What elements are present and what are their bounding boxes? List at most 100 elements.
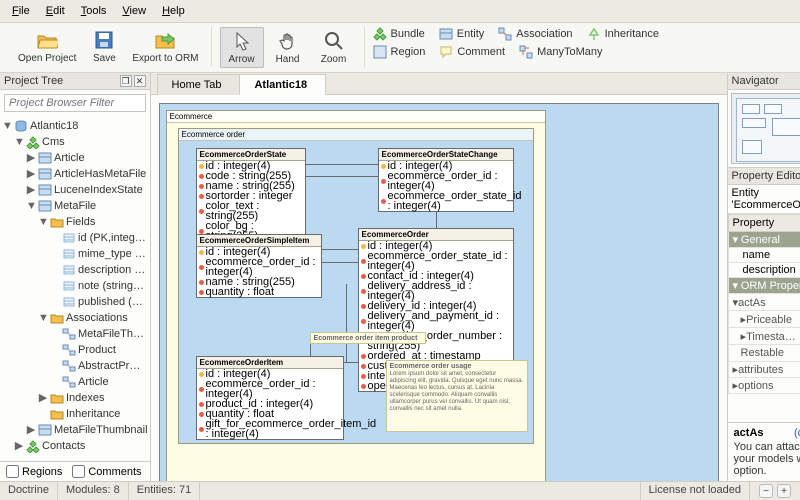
menu-file[interactable]: File bbox=[4, 2, 38, 20]
entity-box[interactable]: EcommerceOrderStateChangeid : integer(4)… bbox=[378, 148, 514, 212]
documentation-link[interactable]: (documentation) bbox=[794, 427, 800, 439]
arrow-tool-button[interactable]: Arrow bbox=[220, 27, 264, 68]
property-grid[interactable]: PropertyValue ▾ General nameEcommerce… d… bbox=[728, 214, 800, 422]
status-entities: Entities: 71 bbox=[129, 482, 200, 500]
tree-node[interactable]: ▼Atlantic18 bbox=[0, 118, 150, 134]
panel-close-icon[interactable]: ✕ bbox=[134, 75, 146, 87]
zoom-in-icon[interactable]: + bbox=[777, 484, 791, 498]
tree-node[interactable]: ▼MetaFile bbox=[0, 198, 150, 214]
tree-node[interactable]: AbstractPr… bbox=[0, 358, 150, 374]
tree-node[interactable]: ▼Fields bbox=[0, 214, 150, 230]
project-filter-input[interactable] bbox=[4, 94, 146, 112]
tree-node[interactable]: Article bbox=[0, 374, 150, 390]
right-dock: Navigator❐✕ Property Editor❐✕ Entity 'Ec… bbox=[727, 73, 800, 481]
navigator-minimap[interactable] bbox=[731, 93, 800, 164]
save-button[interactable]: Save bbox=[82, 27, 126, 66]
zoom-out-icon[interactable]: − bbox=[759, 484, 773, 498]
entity-box[interactable]: EcommerceOrderStateid : integer(4)code :… bbox=[196, 148, 306, 242]
tree-node[interactable]: mime_type … bbox=[0, 246, 150, 262]
menu-tools[interactable]: Tools bbox=[73, 2, 115, 20]
palette-manytomany[interactable]: ManyToMany bbox=[519, 45, 602, 59]
entity-box[interactable]: EcommerceOrderSimpleItemid : integer(4)e… bbox=[196, 234, 322, 298]
region-icon bbox=[373, 45, 387, 59]
open-project-button[interactable]: Open Project bbox=[14, 27, 80, 66]
status-doctrine: Doctrine bbox=[0, 482, 58, 500]
tree-node[interactable]: MetaFileTh… bbox=[0, 326, 150, 342]
palette-inheritance[interactable]: Inheritance bbox=[587, 27, 659, 41]
regions-checkbox[interactable]: Regions bbox=[6, 465, 62, 478]
tree-node[interactable]: id (PK,integ… bbox=[0, 230, 150, 246]
status-license: License not loaded bbox=[641, 482, 750, 500]
menu-help[interactable]: Help bbox=[154, 2, 193, 20]
tab-atlantic18[interactable]: Atlantic18 bbox=[239, 74, 326, 95]
diagram-canvas[interactable]: EcommerceEcommerce orderEcommerceOrderSt… bbox=[159, 103, 719, 481]
menubar: FileEditToolsViewHelp bbox=[0, 0, 800, 23]
palette-bundle[interactable]: Bundle bbox=[373, 27, 425, 41]
panel-restore-icon[interactable]: ❐ bbox=[120, 75, 132, 87]
palette-association[interactable]: Association bbox=[498, 27, 572, 41]
entity-icon bbox=[439, 27, 453, 41]
association-line[interactable] bbox=[346, 284, 347, 362]
cursor-icon bbox=[231, 30, 253, 52]
zoom-icon bbox=[323, 30, 345, 52]
tree-node[interactable]: description … bbox=[0, 262, 150, 278]
comments-checkbox[interactable]: Comments bbox=[72, 465, 141, 478]
element-palette: Bundle Entity Association Inheritance Re… bbox=[365, 27, 667, 59]
property-entity-label: Entity 'EcommerceOrder' bbox=[732, 187, 800, 211]
tree-node[interactable]: Inheritance bbox=[0, 406, 150, 422]
entity-box[interactable]: EcommerceOrderItemid : integer(4)ecommer… bbox=[196, 356, 344, 440]
tab-home-tab[interactable]: Home Tab bbox=[157, 74, 241, 95]
editor-tabs: Home TabAtlantic18 bbox=[151, 73, 727, 95]
hand-icon bbox=[277, 30, 299, 52]
association-line[interactable] bbox=[306, 164, 378, 165]
menu-view[interactable]: View bbox=[114, 2, 154, 20]
main-toolbar: Open Project Save Export to ORM Arrow Ha… bbox=[0, 23, 800, 73]
diagram-note[interactable]: Ecommerce order usageLorem ipsum dolor s… bbox=[386, 360, 528, 432]
tree-node[interactable]: ▶Article bbox=[0, 150, 150, 166]
statusbar: Doctrine Modules: 8 Entities: 71 License… bbox=[0, 481, 800, 500]
project-tree[interactable]: ▼Atlantic18▼Cms▶Article▶ArticleHasMetaFi… bbox=[0, 116, 150, 461]
hand-tool-button[interactable]: Hand bbox=[266, 27, 310, 68]
palette-region[interactable]: Region bbox=[373, 45, 426, 59]
tree-node[interactable]: ▼Cms bbox=[0, 134, 150, 150]
prop-attributes[interactable]: ▸attributes bbox=[728, 362, 800, 378]
export-orm-button[interactable]: Export to ORM bbox=[128, 27, 202, 66]
status-modules: Modules: 8 bbox=[58, 482, 129, 500]
inheritance-icon bbox=[587, 27, 601, 41]
prop-timestampable[interactable]: ▸Timesta… bbox=[728, 328, 800, 345]
export-icon bbox=[154, 29, 176, 51]
palette-entity[interactable]: Entity bbox=[439, 27, 485, 41]
menu-edit[interactable]: Edit bbox=[38, 2, 73, 20]
association-line[interactable] bbox=[322, 262, 358, 263]
bundle-icon bbox=[373, 27, 387, 41]
zoom-tool-button[interactable]: Zoom bbox=[312, 27, 356, 68]
project-tree-panel: Project Tree ❐✕ ▼Atlantic18▼Cms▶Article▶A… bbox=[0, 73, 151, 481]
prop-restable[interactable]: Restable bbox=[728, 345, 800, 362]
comment-icon bbox=[439, 45, 453, 59]
tree-node[interactable]: ▶MetaFileThumbnail bbox=[0, 422, 150, 438]
tree-node[interactable]: ▶ArticleHasMetaFile bbox=[0, 166, 150, 182]
prop-priceable[interactable]: ▸Priceable bbox=[728, 311, 800, 328]
tree-node[interactable]: published (… bbox=[0, 294, 150, 310]
prop-options[interactable]: ▸options bbox=[728, 378, 800, 394]
manytomany-icon bbox=[519, 45, 533, 59]
diagram-note[interactable]: Ecommerce order item product bbox=[310, 332, 426, 344]
save-icon bbox=[93, 29, 115, 51]
tree-node[interactable]: ▼Associations bbox=[0, 310, 150, 326]
navigator-title: Navigator bbox=[732, 75, 779, 87]
project-tree-title: Project Tree bbox=[4, 75, 63, 87]
association-line[interactable] bbox=[306, 176, 378, 177]
tree-node[interactable]: note (string… bbox=[0, 278, 150, 294]
tree-node[interactable]: ▶LuceneIndexState bbox=[0, 182, 150, 198]
association-line[interactable] bbox=[322, 249, 358, 250]
property-help: actAs(documentation) You can attach beha… bbox=[728, 422, 800, 481]
diagram-area: Home TabAtlantic18 EcommerceEcommerce or… bbox=[151, 73, 727, 481]
folder-open-icon bbox=[36, 29, 58, 51]
tree-node[interactable]: ▶Contacts bbox=[0, 438, 150, 454]
canvas-scroll[interactable]: EcommerceEcommerce orderEcommerceOrderSt… bbox=[151, 95, 727, 481]
tree-node[interactable]: Product bbox=[0, 342, 150, 358]
prop-actas[interactable]: ▾actAs bbox=[728, 294, 800, 311]
tree-node[interactable]: ▶Indexes bbox=[0, 390, 150, 406]
palette-comment[interactable]: Comment bbox=[439, 45, 505, 59]
association-line[interactable] bbox=[344, 362, 358, 363]
